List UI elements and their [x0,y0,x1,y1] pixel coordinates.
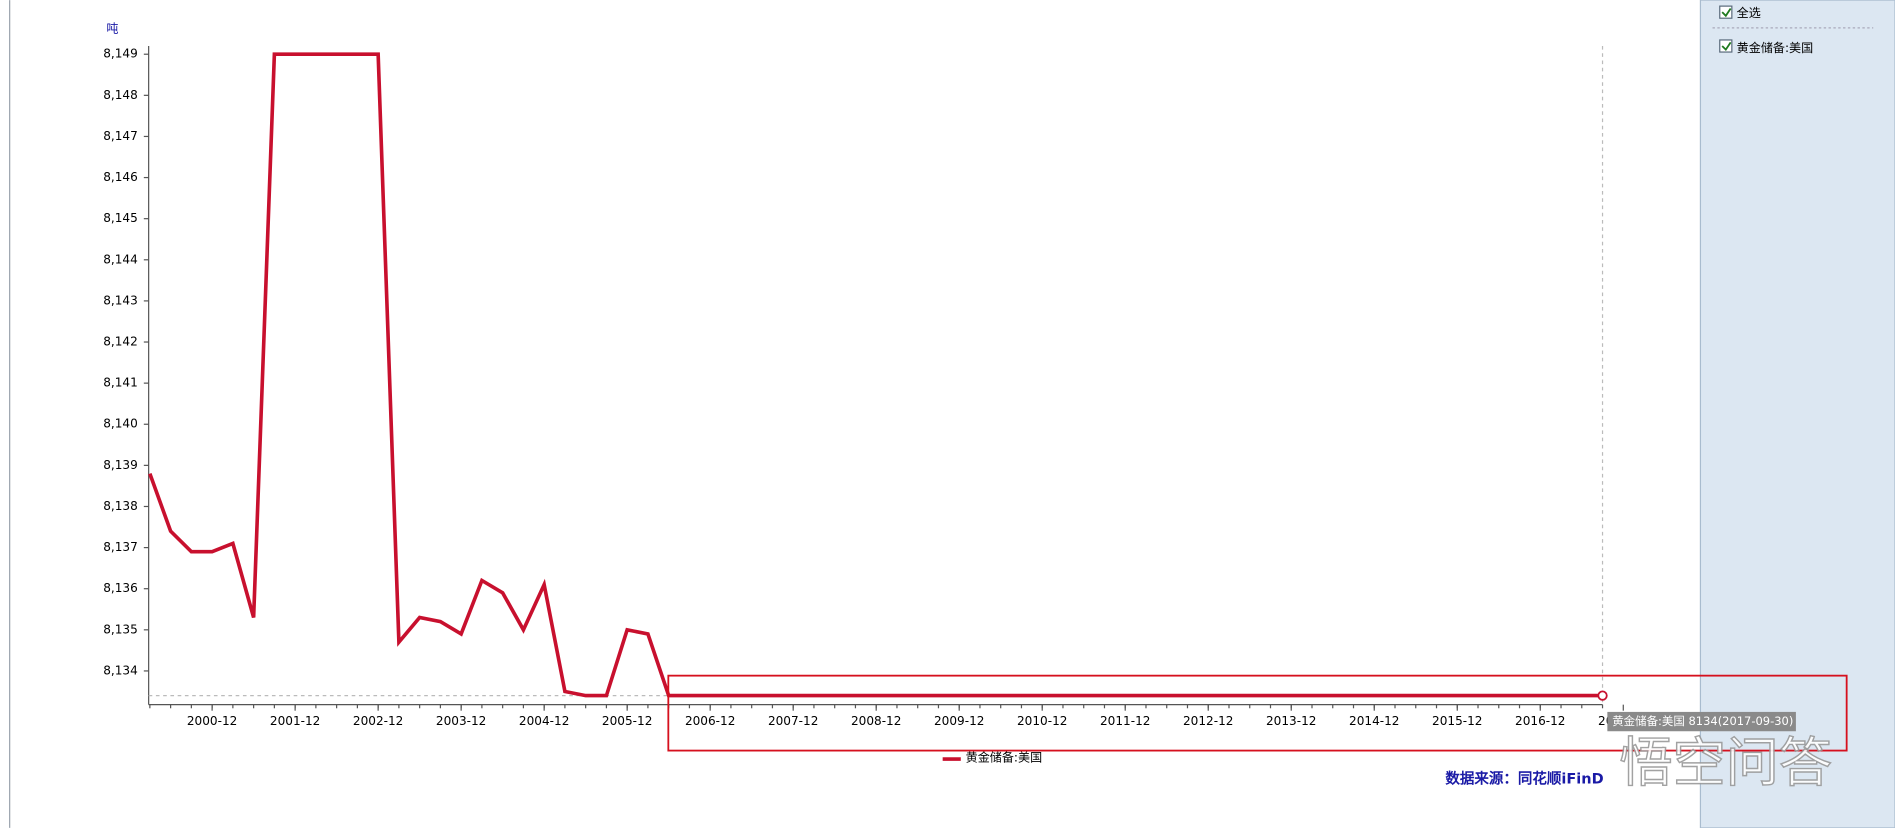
x-tick-label: 2006-12 [685,714,735,728]
highlight-box [667,674,1848,752]
y-tick-label: 8,135 [103,622,138,636]
source-note: 数据来源：同花顺iFinD [1445,770,1603,788]
check-mark [1721,41,1732,52]
x-tick-label: 2013-12 [1266,714,1316,728]
y-tick-label: 8,144 [103,252,138,266]
x-tick-label: 2007-12 [768,714,818,728]
y-tick-label: 8,136 [103,581,138,595]
x-tick-label: 2004-12 [519,714,569,728]
check-mark [1721,8,1732,18]
panel-item[interactable]: 黄金储备:美国 [1737,40,1814,55]
x-tick-label: 2005-12 [602,714,652,728]
y-tick-label: 8,142 [103,335,138,349]
y-unit-label: 吨 [106,22,118,36]
panel-item[interactable]: 全选 [1737,5,1761,20]
y-tick-label: 8,149 [103,47,138,61]
side-panel [1699,0,1895,828]
y-tick-label: 8,147 [103,129,138,143]
legend-label: 黄金储备:美国 [966,749,1043,764]
y-tick-label: 8,143 [103,293,138,307]
x-tick-label: 2012-12 [1183,714,1233,728]
checkbox[interactable] [1719,39,1733,53]
x-tick-label: 2016-12 [1515,714,1565,728]
x-tick-label: 2003-12 [436,714,486,728]
y-tick-label: 8,139 [103,458,138,472]
y-tick-label: 8,146 [103,170,138,184]
x-tick-label: 2008-12 [851,714,901,728]
x-tick-label: 2010-12 [1017,714,1067,728]
y-tick-label: 8,134 [103,663,138,677]
tooltip-text: 黄金储备:美国 8134(2017-09-30) [1612,714,1793,728]
y-tick-label: 8,141 [103,376,138,390]
x-tick-label: 2009-12 [934,714,984,728]
x-tick-label: 2001-12 [270,714,320,728]
watermark: 悟空问答 [1619,732,1832,794]
tooltip-box [1607,711,1796,732]
y-tick-label: 8,138 [103,499,138,513]
x-tick-label: 2002-12 [353,714,403,728]
y-tick-label: 8,137 [103,540,138,554]
y-tick-label: 8,145 [103,211,138,225]
y-tick-label: 8,140 [103,417,138,431]
x-tick-label: 2015-12 [1432,714,1482,728]
series-line [148,52,1603,698]
tooltip-group: 黄金储备:美国 8134(2017-09-30) [1607,711,1796,732]
y-tick-label: 8,148 [103,88,138,102]
hover-point [1597,690,1608,701]
x-tick-label: 2000-12 [187,714,237,728]
checkbox[interactable] [1719,5,1733,19]
plot: 8,134 8,135 8,136 8,137 8,138 8,139 8,140 8,141… [103,47,1648,728]
x-tick-label: 2011-12 [1100,714,1150,728]
x-tick-label: 2014-12 [1349,714,1399,728]
